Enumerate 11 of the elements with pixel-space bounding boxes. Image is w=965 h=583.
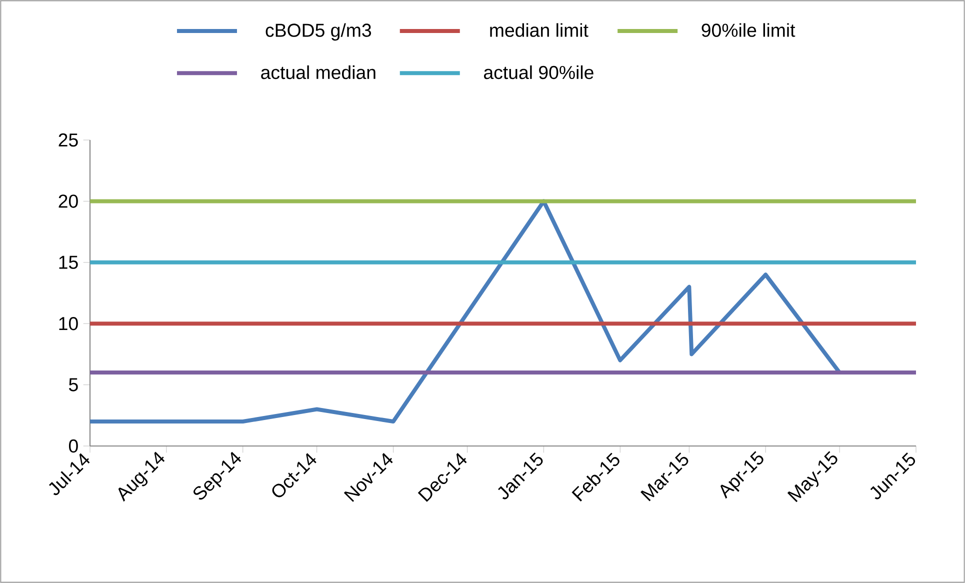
y-tick-label: 10 — [59, 316, 78, 330]
y-tick-label: 0 — [68, 439, 78, 453]
legend-label: median limit — [490, 23, 588, 37]
legend-label: 90%ile limit — [702, 23, 796, 37]
y-tick-label: 5 — [68, 378, 78, 392]
legend-label: actual median — [261, 65, 376, 80]
y-tick-label: 25 — [58, 133, 78, 147]
legend-label: cBOD5 g/m3 — [266, 23, 372, 41]
y-tick-label: 20 — [58, 194, 78, 208]
legend-label: actual 90%ile — [484, 65, 594, 80]
y-tick-label: 15 — [59, 256, 78, 269]
